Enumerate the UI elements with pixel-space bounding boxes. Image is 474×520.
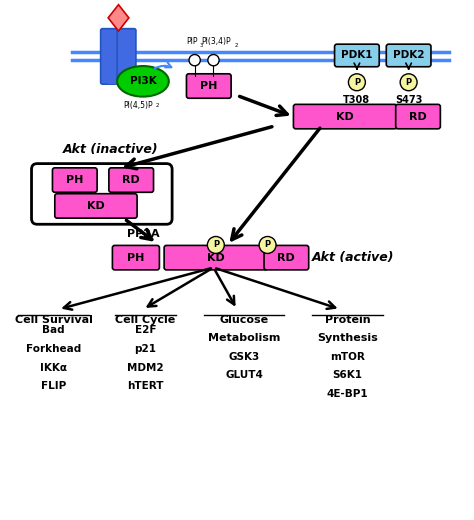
Text: GSK3: GSK3 xyxy=(228,352,260,362)
FancyBboxPatch shape xyxy=(186,74,231,98)
Text: MDM2: MDM2 xyxy=(127,362,164,372)
Circle shape xyxy=(259,237,276,253)
Polygon shape xyxy=(108,5,129,31)
Text: P: P xyxy=(264,240,271,250)
Text: S6K1: S6K1 xyxy=(332,370,363,381)
Circle shape xyxy=(400,74,417,90)
Text: 3: 3 xyxy=(200,43,203,48)
Text: KD: KD xyxy=(207,253,225,263)
FancyBboxPatch shape xyxy=(386,44,431,67)
Text: FLIP: FLIP xyxy=(41,381,66,392)
Text: P: P xyxy=(354,78,360,87)
FancyBboxPatch shape xyxy=(55,194,137,218)
FancyBboxPatch shape xyxy=(264,245,309,270)
FancyBboxPatch shape xyxy=(335,44,379,67)
Text: 2: 2 xyxy=(234,43,238,48)
Ellipse shape xyxy=(117,66,169,97)
Circle shape xyxy=(208,55,219,66)
Text: GLUT4: GLUT4 xyxy=(225,370,263,381)
FancyBboxPatch shape xyxy=(164,245,267,270)
Text: p21: p21 xyxy=(134,344,156,354)
Text: Synthesis: Synthesis xyxy=(317,333,378,343)
FancyBboxPatch shape xyxy=(112,245,159,270)
Text: Akt (active): Akt (active) xyxy=(312,251,395,264)
FancyBboxPatch shape xyxy=(396,105,440,129)
Text: Metabolism: Metabolism xyxy=(208,333,280,343)
FancyBboxPatch shape xyxy=(109,168,154,192)
Text: PH: PH xyxy=(66,175,83,185)
Text: Cell Survival: Cell Survival xyxy=(15,316,92,326)
Text: Protein: Protein xyxy=(325,316,370,326)
Text: Cell Cycle: Cell Cycle xyxy=(115,316,175,326)
Text: PI(4,5)P: PI(4,5)P xyxy=(123,101,153,110)
Text: IKKα: IKKα xyxy=(40,362,67,372)
Circle shape xyxy=(348,74,365,90)
Circle shape xyxy=(208,237,224,253)
Text: KD: KD xyxy=(87,201,105,211)
Text: KD: KD xyxy=(336,112,354,122)
Text: Glucose: Glucose xyxy=(219,316,269,326)
Text: RD: RD xyxy=(409,112,427,122)
FancyBboxPatch shape xyxy=(117,29,136,84)
FancyBboxPatch shape xyxy=(293,105,397,129)
Text: PH: PH xyxy=(127,253,145,263)
Text: hTERT: hTERT xyxy=(127,381,164,392)
Text: PDK2: PDK2 xyxy=(393,50,424,60)
Circle shape xyxy=(189,55,201,66)
Text: 2: 2 xyxy=(155,103,159,108)
Text: RD: RD xyxy=(277,253,295,263)
Text: P: P xyxy=(213,240,219,250)
Text: Akt (inactive): Akt (inactive) xyxy=(63,143,159,156)
FancyBboxPatch shape xyxy=(100,29,119,84)
Text: RD: RD xyxy=(122,175,140,185)
Text: P: P xyxy=(406,78,412,87)
Text: S473: S473 xyxy=(395,96,422,106)
Text: PIP: PIP xyxy=(187,37,198,46)
Text: PI3K: PI3K xyxy=(129,76,156,86)
FancyBboxPatch shape xyxy=(53,168,97,192)
Text: T308: T308 xyxy=(343,96,371,106)
Text: 4E-BP1: 4E-BP1 xyxy=(327,389,368,399)
Text: PI(3,4)P: PI(3,4)P xyxy=(201,37,231,46)
Text: mTOR: mTOR xyxy=(330,352,365,362)
Text: PH: PH xyxy=(200,81,218,91)
Text: PDK1: PDK1 xyxy=(341,50,373,60)
Text: Bad: Bad xyxy=(42,325,65,335)
Text: PP2A: PP2A xyxy=(127,229,159,239)
Text: Forkhead: Forkhead xyxy=(26,344,81,354)
Text: E2F: E2F xyxy=(135,325,156,335)
